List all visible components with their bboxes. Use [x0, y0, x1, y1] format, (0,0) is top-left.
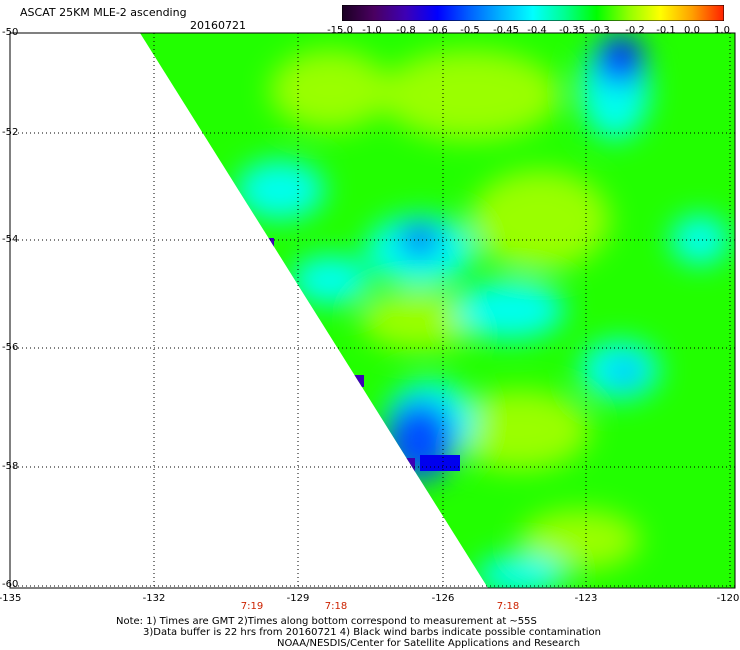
map-border — [9, 32, 736, 589]
yellowgreen-patch — [520, 510, 640, 570]
yellowgreen-patch — [470, 170, 610, 270]
lat-label: -56 — [2, 342, 19, 353]
lon-label: -132 — [142, 593, 166, 604]
map-title: ASCAT 25KM MLE-2 ascending — [20, 6, 187, 19]
cyan-patch — [475, 555, 565, 588]
footnote-line-1: Note: 1) Times are GMT 2)Times along bot… — [116, 616, 537, 627]
blue-patch — [595, 35, 645, 85]
legend-label: -0.45 — [493, 25, 519, 36]
lon-label: -135 — [0, 593, 22, 604]
legend-label: -1.0 — [362, 25, 382, 36]
lat-label: -60 — [2, 579, 19, 590]
cyan-patch — [290, 255, 370, 305]
purple-pixel — [350, 375, 364, 387]
lat-label: -58 — [2, 461, 19, 472]
legend-label: -0.4 — [527, 25, 547, 36]
footnote-line-2: 3)Data buffer is 22 hrs from 20160721 4)… — [143, 627, 601, 638]
legend-label: -0.3 — [590, 25, 610, 36]
lon-label: -120 — [716, 593, 740, 604]
cyan-patch — [235, 160, 325, 220]
map-date: 20160721 — [190, 19, 246, 32]
map-frame — [9, 32, 736, 589]
time-label: 7:18 — [496, 601, 520, 612]
legend-label: -0.6 — [428, 25, 448, 36]
footnote-line-3: NOAA/NESDIS/Center for Satellite Applica… — [277, 638, 581, 649]
colorbar — [342, 5, 724, 21]
yellowgreen-patch — [450, 390, 590, 470]
blue-patch — [400, 225, 440, 255]
lat-label: -52 — [2, 127, 19, 138]
time-label: 7:18 — [324, 601, 348, 612]
colorbar-gradient — [342, 5, 724, 21]
cyan-patch — [670, 215, 730, 265]
lat-label: -54 — [2, 234, 19, 245]
legend-label: -0.1 — [656, 25, 676, 36]
legend-label: 1.0 — [714, 25, 730, 36]
yellowgreen-patch — [360, 290, 480, 350]
legend-label: -15.0 — [327, 25, 353, 36]
purple-pixel — [262, 238, 274, 250]
lon-label: -129 — [286, 593, 310, 604]
legend-label: 0.0 — [684, 25, 700, 36]
legend-label: -0.35 — [559, 25, 585, 36]
lat-label: -50 — [2, 27, 19, 38]
wind-field — [235, 35, 730, 588]
lon-label: -126 — [431, 593, 455, 604]
cyan-patch — [455, 280, 565, 340]
yellowgreen-patch — [380, 50, 560, 140]
colorbar-labels: -15.0 -1.0 -0.8 -0.6 -0.5 -0.45 -0.4 -0.… — [327, 25, 740, 39]
blue-patch — [611, 360, 639, 384]
legend-label: -0.8 — [396, 25, 416, 36]
legend-label: -0.2 — [625, 25, 645, 36]
lon-label: -123 — [574, 593, 598, 604]
purple-pixel — [405, 458, 415, 478]
legend-label: -0.5 — [460, 25, 480, 36]
swath-data — [140, 33, 735, 588]
yellowgreen-patch — [270, 50, 390, 130]
time-label: 7:19 — [240, 601, 264, 612]
blue-pixel — [420, 455, 460, 471]
